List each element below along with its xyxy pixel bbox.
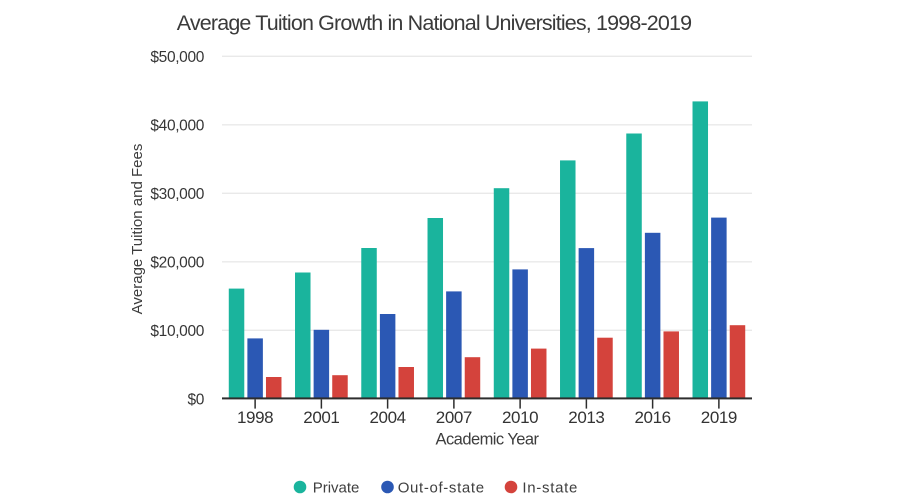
svg-text:Private: Private [313, 479, 360, 496]
svg-text:Average Tuition Growth in Nati: Average Tuition Growth in National Unive… [177, 11, 691, 35]
svg-text:$40,000: $40,000 [150, 117, 204, 134]
svg-text:2007: 2007 [436, 408, 472, 427]
svg-text:In-state: In-state [522, 479, 578, 496]
svg-text:2016: 2016 [635, 408, 671, 427]
svg-text:2010: 2010 [502, 408, 538, 427]
svg-text:$30,000: $30,000 [150, 186, 204, 203]
svg-text:Academic Year: Academic Year [436, 431, 540, 449]
svg-text:$10,000: $10,000 [150, 323, 204, 340]
svg-text:Out-of-state: Out-of-state [398, 479, 485, 496]
svg-text:$20,000: $20,000 [150, 254, 204, 271]
svg-text:Average Tuition and Fees: Average Tuition and Fees [129, 144, 146, 315]
svg-text:2004: 2004 [370, 408, 406, 427]
svg-text:2013: 2013 [568, 408, 604, 427]
svg-text:$50,000: $50,000 [150, 49, 204, 66]
svg-text:2001: 2001 [303, 408, 339, 427]
svg-text:$0: $0 [187, 391, 204, 408]
svg-text:1998: 1998 [237, 408, 273, 427]
svg-text:2019: 2019 [701, 408, 737, 427]
